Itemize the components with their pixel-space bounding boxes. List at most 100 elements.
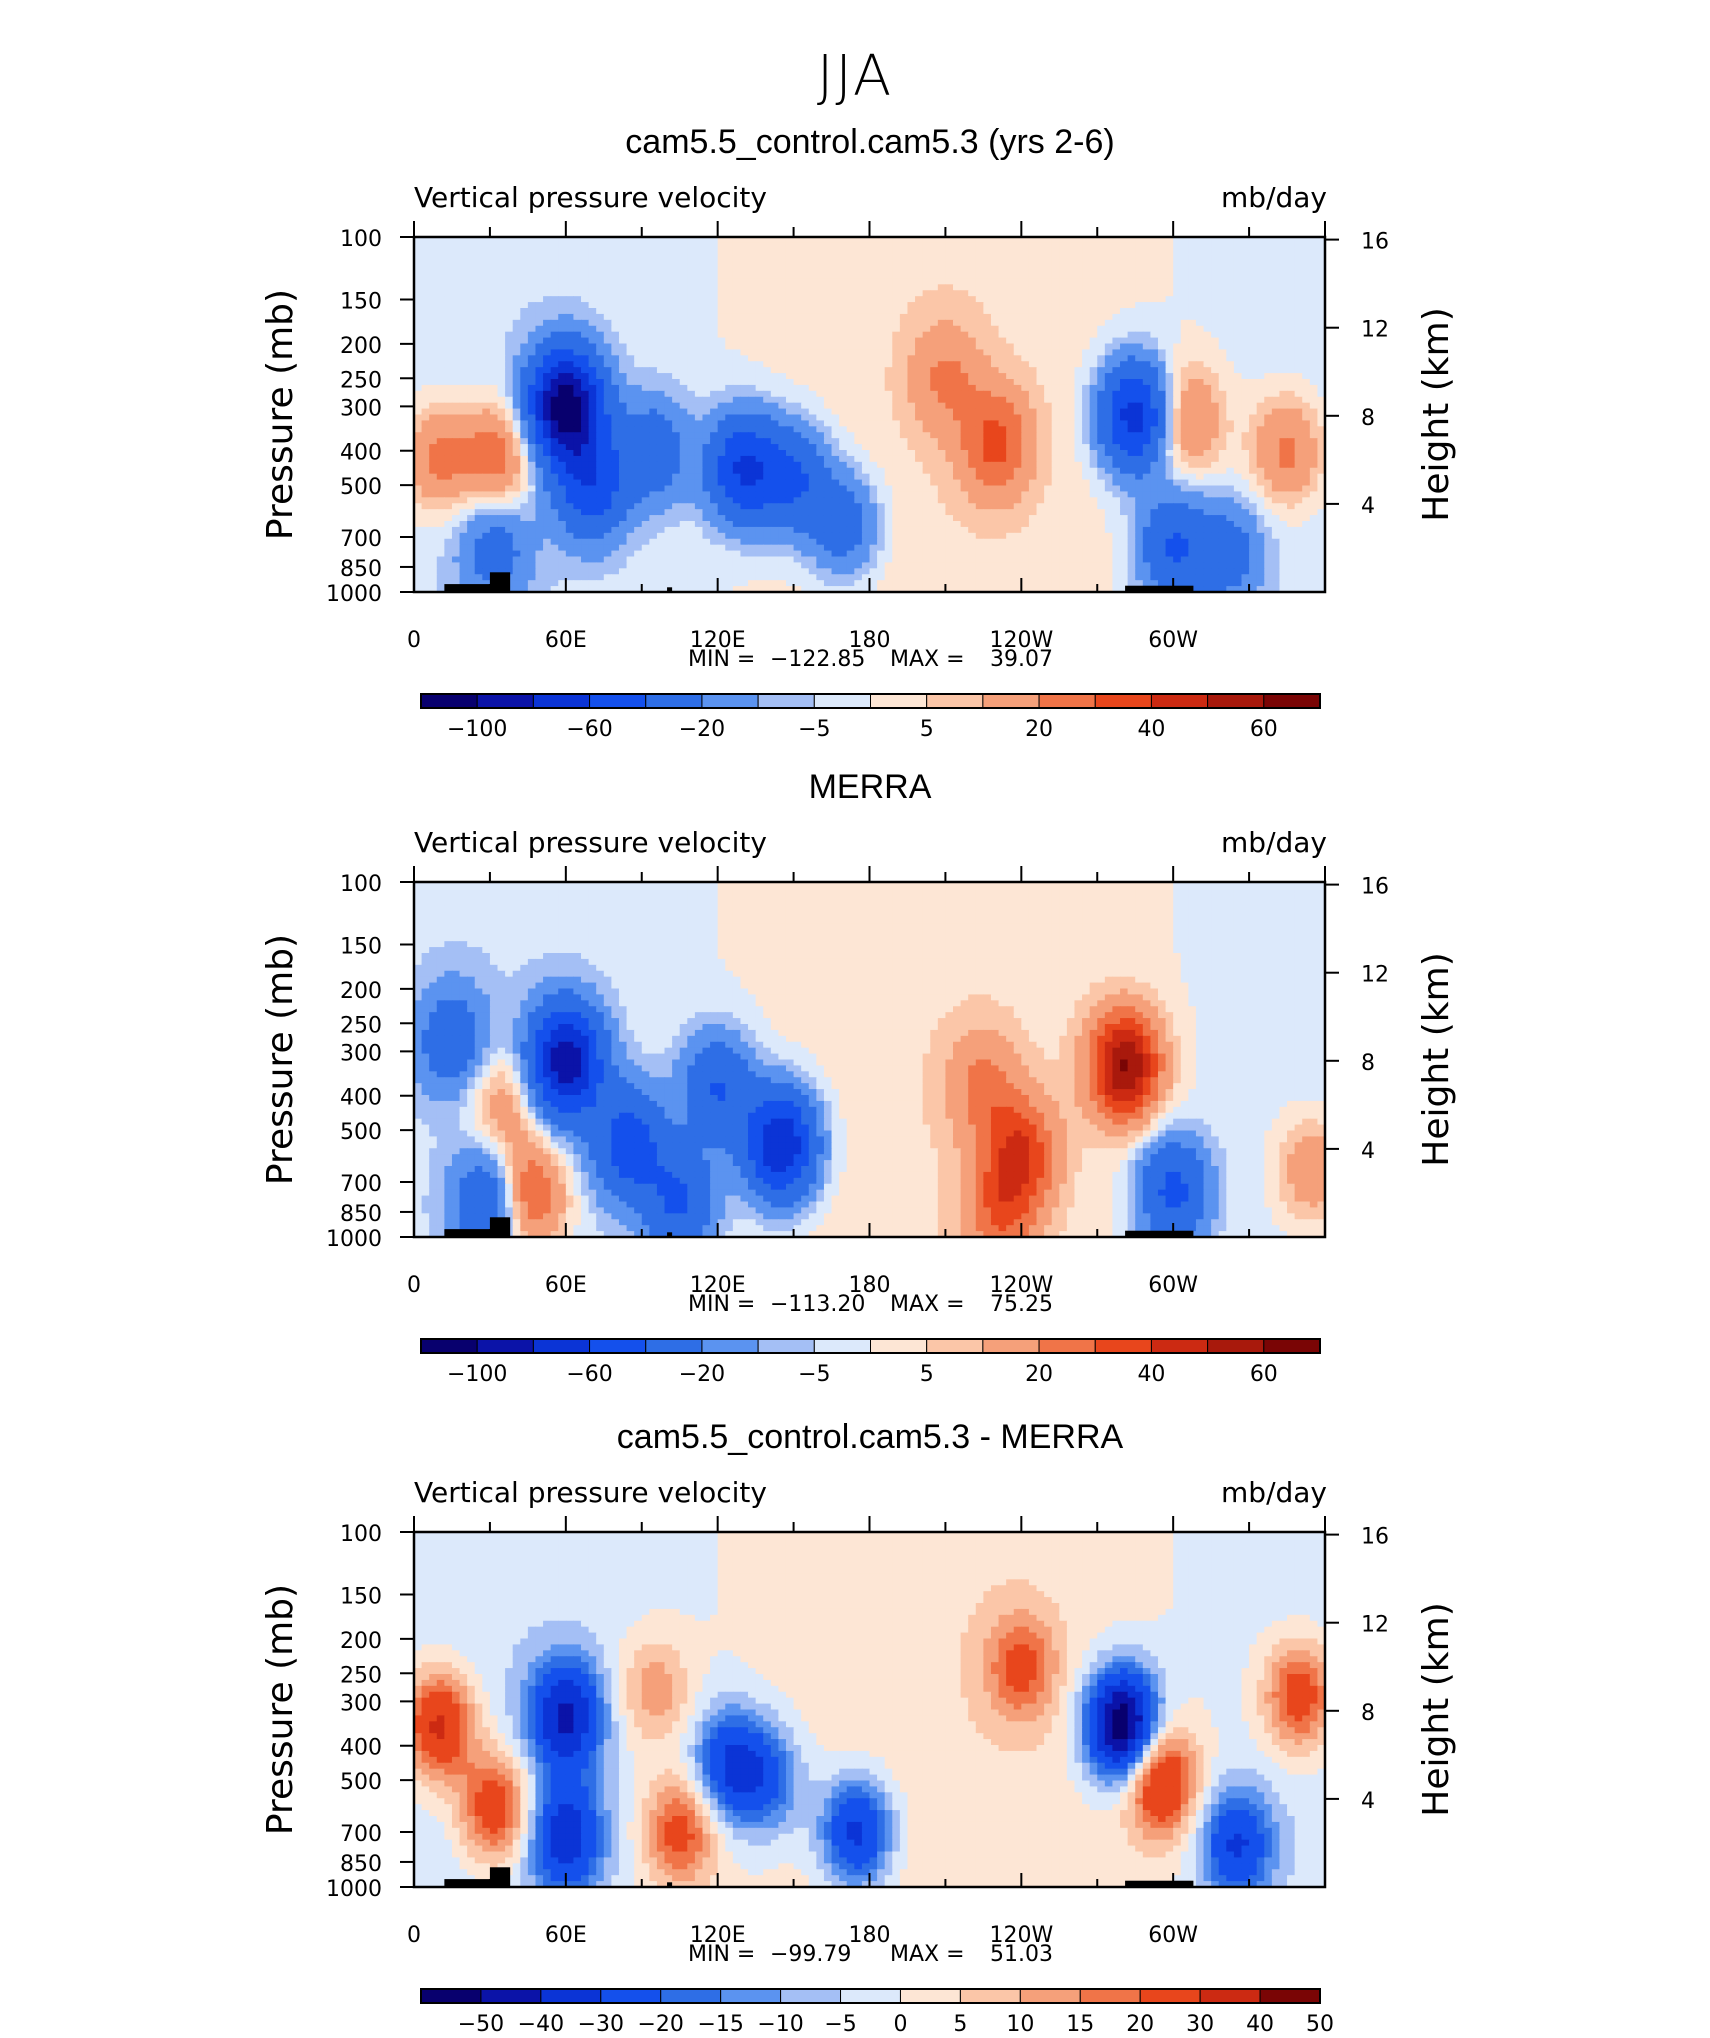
contour-cell xyxy=(505,296,514,303)
contour-cell xyxy=(603,308,612,315)
contour-cell xyxy=(1059,349,1068,356)
contour-cell xyxy=(489,444,499,451)
contour-cell xyxy=(1264,325,1273,333)
contour-cell xyxy=(915,349,924,356)
contour-cell xyxy=(1180,438,1189,445)
contour-cell xyxy=(801,313,810,321)
contour-cell xyxy=(710,337,719,345)
contour-cell xyxy=(968,302,977,309)
contour-cell xyxy=(543,248,552,256)
contour-cell xyxy=(930,248,939,256)
contour-cell xyxy=(656,367,666,374)
contour-cell xyxy=(618,467,628,475)
contour-cell xyxy=(1256,408,1265,416)
contour-cell xyxy=(1006,361,1015,368)
contour-cell xyxy=(945,296,954,303)
contour-cell xyxy=(922,331,931,339)
contour-cell xyxy=(877,248,886,256)
contour-cell xyxy=(588,313,597,321)
contour-cell xyxy=(1203,473,1212,481)
contour-cell xyxy=(785,237,795,244)
contour-cell xyxy=(725,390,734,398)
contour-cell xyxy=(755,467,764,475)
contour-cell xyxy=(581,260,590,268)
contour-cell xyxy=(565,444,575,451)
contour-cell xyxy=(1264,278,1273,285)
contour-cell xyxy=(565,461,575,469)
contour-cell xyxy=(1127,237,1136,244)
contour-cell xyxy=(634,237,643,244)
contour-cell xyxy=(429,461,438,469)
contour-cell xyxy=(1173,349,1182,356)
contour-cell xyxy=(1082,379,1091,386)
contour-cell xyxy=(694,237,704,244)
contour-cell xyxy=(1044,254,1053,262)
contour-cell xyxy=(1233,420,1243,427)
contour-cell xyxy=(983,367,992,374)
contour-cell xyxy=(482,302,491,309)
contour-cell xyxy=(937,438,947,445)
contour-cell xyxy=(785,302,795,309)
contour-cell xyxy=(1294,379,1303,386)
contour-cell xyxy=(892,331,901,339)
contour-cell xyxy=(1211,349,1220,356)
contour-cell xyxy=(983,343,992,351)
contour-cell xyxy=(1082,408,1091,416)
contour-cell xyxy=(861,355,871,362)
contour-cell xyxy=(573,402,582,410)
contour-cell xyxy=(990,355,1000,362)
contour-cell xyxy=(725,272,734,280)
contour-cell xyxy=(702,242,711,250)
contour-cell xyxy=(1135,237,1144,244)
contour-cell xyxy=(436,284,445,291)
contour-cell xyxy=(1249,414,1258,422)
contour-cell xyxy=(922,373,931,380)
contour-cell xyxy=(1271,408,1281,416)
contour-cell xyxy=(732,319,742,327)
contour-cell xyxy=(1006,254,1015,262)
contour-cell xyxy=(763,331,772,339)
contour-cell xyxy=(543,444,552,451)
contour-cell xyxy=(1127,284,1136,291)
contour-cell xyxy=(1233,254,1243,262)
contour-cell xyxy=(596,337,605,345)
contour-cell xyxy=(1089,319,1098,327)
contour-cell xyxy=(1066,272,1076,280)
contour-cell xyxy=(626,290,635,297)
contour-cell xyxy=(1021,331,1030,339)
contour-cell xyxy=(846,278,855,285)
contour-cell xyxy=(497,420,506,427)
contour-cell xyxy=(611,308,620,315)
contour-cell xyxy=(907,402,916,410)
contour-cell xyxy=(960,420,969,427)
contour-cell xyxy=(770,361,779,368)
contour-cell xyxy=(694,325,704,333)
contour-cell xyxy=(1051,379,1060,386)
contour-cell xyxy=(482,390,491,398)
contour-cell xyxy=(869,296,878,303)
contour-cell xyxy=(436,313,445,321)
contour-cell xyxy=(755,331,764,339)
contour-cell xyxy=(429,319,438,327)
contour-cell xyxy=(505,319,514,327)
contour-cell xyxy=(915,248,924,256)
contour-cell xyxy=(945,349,954,356)
contour-cell xyxy=(831,402,840,410)
contour-cell xyxy=(1195,444,1205,451)
contour-cell xyxy=(1211,432,1220,439)
contour-cell xyxy=(869,455,878,463)
contour-cell xyxy=(611,384,620,392)
contour-cell xyxy=(770,438,779,445)
contour-cell xyxy=(550,450,559,457)
contour-cell xyxy=(664,438,673,445)
contour-cell xyxy=(588,450,597,457)
contour-cell xyxy=(816,337,825,345)
contour-cell xyxy=(687,260,696,268)
contour-cell xyxy=(596,296,605,303)
contour-cell xyxy=(429,308,438,315)
contour-cell xyxy=(482,290,491,297)
contour-cell xyxy=(1180,361,1189,368)
contour-cell xyxy=(1302,302,1311,309)
contour-cell xyxy=(1218,420,1227,427)
contour-cell xyxy=(983,361,992,368)
